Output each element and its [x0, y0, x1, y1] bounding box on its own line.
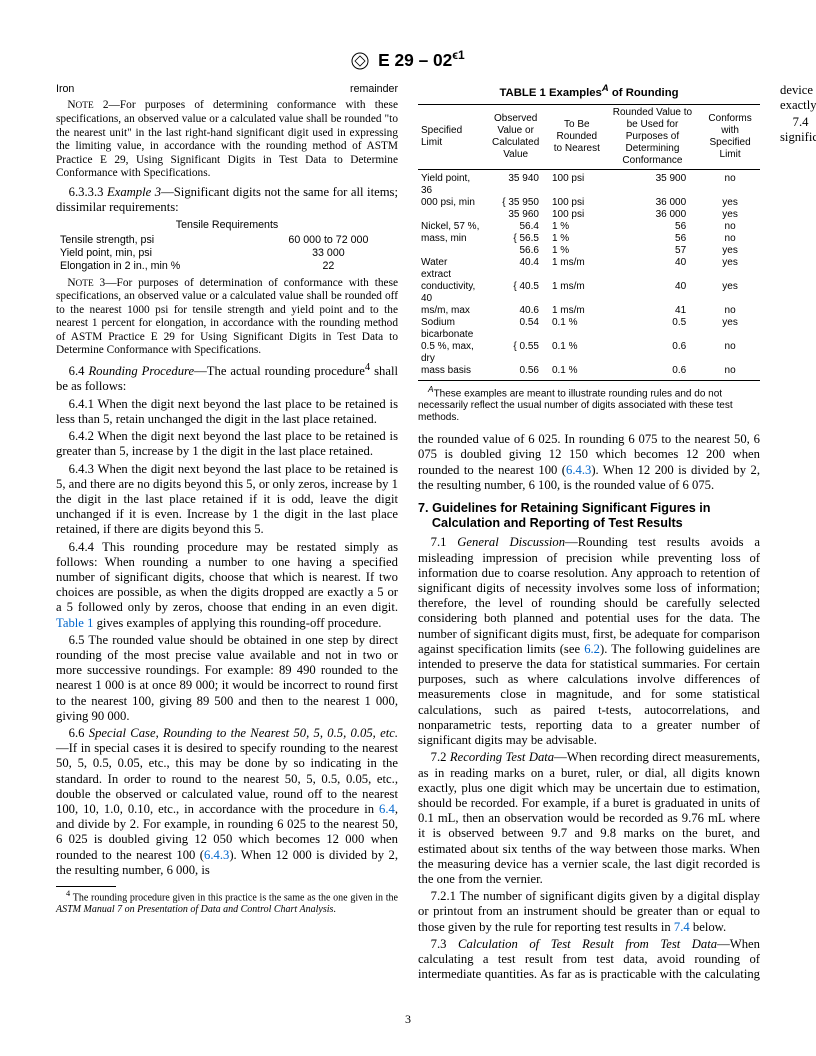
astm-logo-icon [351, 52, 369, 70]
table-1: Specified Limit Observed Value or Calcul… [418, 104, 760, 381]
section-6.6-cont: the rounded value of 6 025. In rounding … [418, 432, 760, 493]
section-7-heading: 7. Guidelines for Retaining Significant … [418, 501, 760, 531]
tensile-table: Tensile strength, psi60 000 to 72 000 Yi… [56, 234, 398, 272]
footnote-rule [56, 886, 116, 887]
table-row: Sodium bicarbonate 0.54 0.1 % 0.5 yes [418, 317, 760, 341]
table-row: mass basis 0.56 0.1 % 0.6 no [418, 365, 760, 381]
designation: E 29 – 02 [378, 50, 452, 70]
section-7.2.1: 7.2.1 The number of significant digits g… [418, 889, 760, 935]
section-6.4.3: 6.4.3 When the digit next beyond the las… [56, 462, 398, 538]
table-row: mass, min { 56.5 1 % 56 no [418, 233, 760, 245]
note-2: NOTE 2—For purposes of determining confo… [56, 99, 398, 181]
section-6.4: 6.4 Rounding Procedure—The actual roundi… [56, 362, 398, 395]
section-6.5: 6.5 The rounded value should be obtained… [56, 633, 398, 724]
iron-row: Iron remainder [56, 83, 398, 96]
table-row: 0.5 %, max, dry { 0.55 0.1 % 0.6 no [418, 341, 760, 365]
ref-7.4[interactable]: 7.4 [674, 920, 690, 934]
table-row: conductivity, 40 { 40.5 1 ms/m 40 yes [418, 281, 760, 305]
section-7.2: 7.2 Recording Test Data—When recording d… [418, 750, 760, 887]
ref-6.4[interactable]: 6.4 [379, 802, 395, 816]
ref-6.4.3[interactable]: 6.4.3 [204, 848, 229, 862]
section-6.6: 6.6 Special Case, Rounding to the Neares… [56, 726, 398, 878]
table1-link[interactable]: Table 1 [56, 616, 93, 630]
table-row: Yield point, 36 35 940 100 psi 35 900 no [418, 169, 760, 197]
table-row: ms/m, max 40.6 1 ms/m 41 no [418, 305, 760, 317]
ref-6.4.3b[interactable]: 6.4.3 [566, 463, 591, 477]
iron-value: remainder [350, 83, 398, 96]
table1-footnote: AThese examples are meant to illustrate … [418, 384, 760, 424]
table-row: Nickel, 57 %, 56.4 1 % 56 no [418, 221, 760, 233]
page-header: E 29 – 02ϵ1 [56, 48, 760, 71]
table-row: Yield point, min, psi33 000 [56, 247, 398, 260]
section-6.4.4: 6.4.4 This rounding procedure may be res… [56, 540, 398, 631]
section-7.1: 7.1 General Discussion—Rounding test res… [418, 535, 760, 748]
tensile-header: Tensile Requirements [56, 219, 398, 232]
section-6.3.3.3: 6.3.3.3 Example 3—Significant digits not… [56, 185, 398, 215]
table-row: Tensile strength, psi60 000 to 72 000 [56, 234, 398, 247]
table-row: 35 960 100 psi 36 000 yes [418, 209, 760, 221]
designation-sup: ϵ1 [452, 48, 464, 62]
section-6.4.2: 6.4.2 When the digit next beyond the las… [56, 429, 398, 459]
section-6.4.1: 6.4.1 When the digit next beyond the las… [56, 397, 398, 427]
table-row: 000 psi, min { 35 950 100 psi 36 000 yes [418, 197, 760, 209]
footnote-4: 4 The rounding procedure given in this p… [56, 889, 398, 916]
section-7.4: 7.4 Reporting Test Results—A suggested r… [780, 115, 816, 145]
note-3: NOTE 3—For purposes of determination of … [56, 277, 398, 359]
page-number: 3 [0, 1012, 816, 1026]
ref-6.2[interactable]: 6.2 [584, 642, 600, 656]
table-row: Elongation in 2 in., min %22 [56, 260, 398, 273]
iron-label: Iron [56, 83, 74, 96]
table-row: 56.6 1 % 57 yes [418, 245, 760, 257]
table-row: Water extract 40.4 1 ms/m 40 yes [418, 257, 760, 281]
table1-title: TABLE 1 ExamplesA of Rounding [418, 83, 760, 100]
